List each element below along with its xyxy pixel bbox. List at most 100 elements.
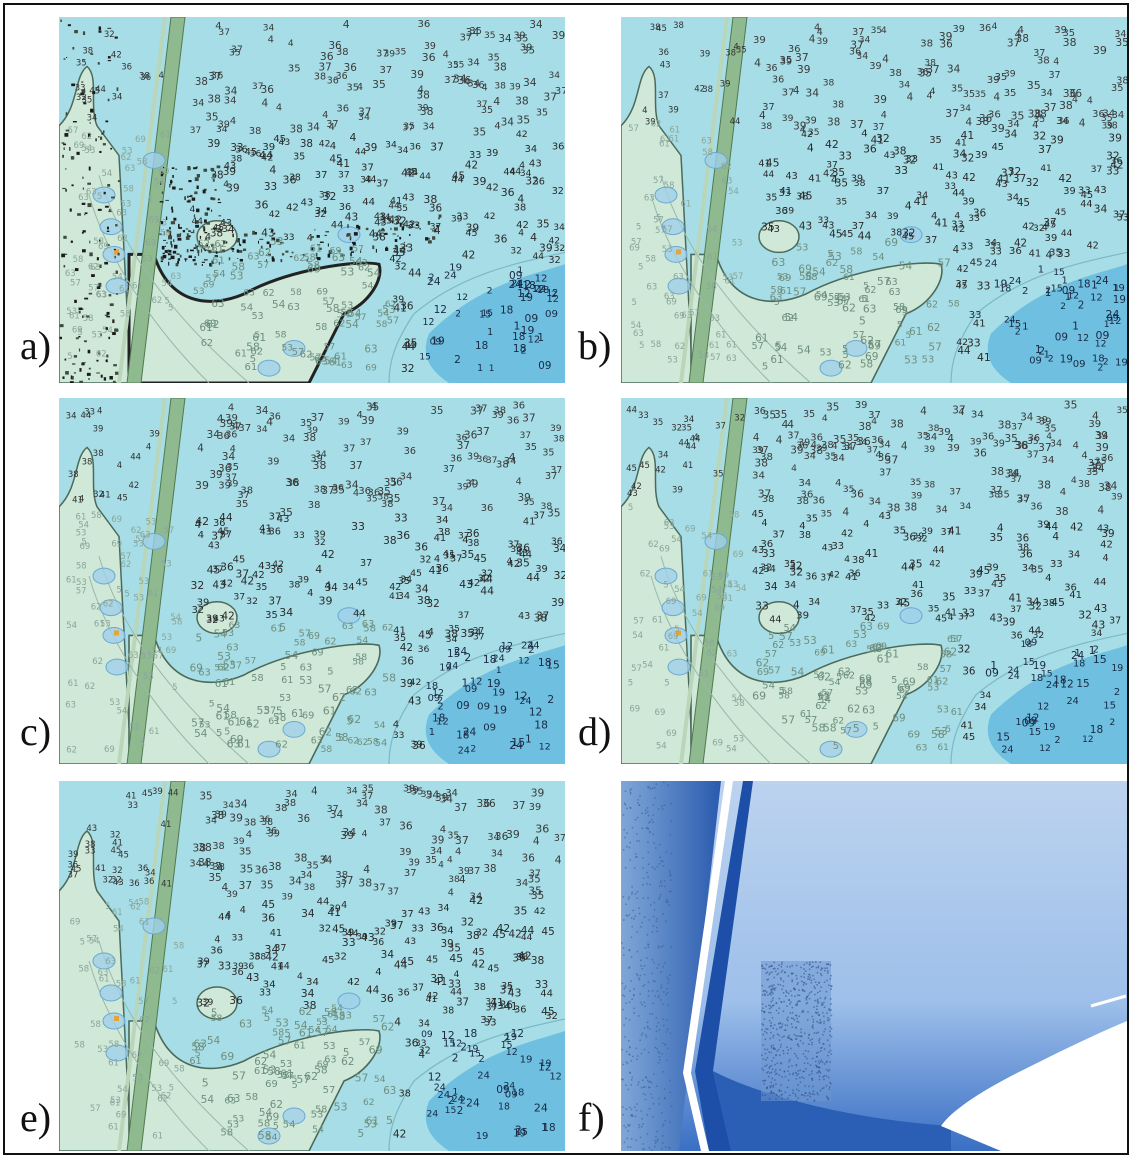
sounding-label: 5 bbox=[674, 624, 679, 634]
survey-speck bbox=[769, 1086, 772, 1089]
survey-speck bbox=[803, 968, 805, 970]
sounding-label: 63 bbox=[711, 572, 722, 582]
sounding-label: 34 bbox=[325, 582, 338, 594]
sounding-label: 42 bbox=[825, 138, 839, 151]
survey-speck bbox=[808, 997, 811, 1000]
survey-speck bbox=[798, 1000, 800, 1002]
survey-speck bbox=[624, 804, 627, 806]
survey-speck bbox=[651, 866, 654, 868]
survey-speck bbox=[787, 1037, 790, 1039]
survey-speck bbox=[772, 1027, 774, 1030]
sounding-label: 35 bbox=[501, 981, 513, 992]
survey-speck bbox=[780, 978, 782, 981]
survey-speck bbox=[631, 886, 633, 888]
noise-speck bbox=[185, 259, 187, 262]
survey-speck bbox=[794, 1093, 796, 1095]
sounding-label: 12 bbox=[1060, 679, 1073, 691]
noise-speck bbox=[193, 247, 196, 249]
sounding-label: 54 bbox=[308, 1025, 321, 1036]
sounding-label: 41 bbox=[683, 460, 694, 470]
noise-speck bbox=[165, 242, 168, 244]
survey-speck bbox=[811, 1043, 813, 1046]
noise-speck bbox=[204, 212, 209, 216]
sounding-label: 36 bbox=[1101, 453, 1113, 464]
noise-speck bbox=[77, 213, 81, 216]
sounding-label: 34 bbox=[346, 786, 358, 796]
sounding-label: 45 bbox=[207, 564, 221, 577]
sounding-label: 37 bbox=[327, 804, 339, 815]
survey-speck bbox=[670, 890, 672, 893]
sounding-label: 42 bbox=[507, 559, 520, 570]
sounding-label: 19 bbox=[504, 1032, 517, 1043]
sounding-label: 63 bbox=[646, 282, 657, 292]
sounding-label: 43 bbox=[260, 528, 272, 538]
sounding-label: 54 bbox=[896, 692, 908, 702]
sounding-label: 4 bbox=[1087, 96, 1093, 107]
sounding-label: 12 bbox=[1039, 744, 1051, 754]
survey-speck bbox=[657, 945, 660, 947]
sounding-label: 57 bbox=[793, 286, 806, 298]
survey-speck bbox=[830, 1009, 832, 1011]
sounding-label: 36 bbox=[400, 301, 413, 313]
sounding-label: 63 bbox=[243, 288, 255, 298]
sounding-label: 35 bbox=[1115, 37, 1127, 49]
survey-speck bbox=[628, 1039, 630, 1042]
sounding-label: 12 bbox=[1037, 701, 1049, 712]
sounding-label: 38 bbox=[319, 190, 331, 200]
noise-speck bbox=[62, 187, 66, 190]
sounding-label: 32 bbox=[671, 423, 682, 433]
sounding-label: 61 bbox=[130, 977, 141, 987]
survey-speck bbox=[791, 1065, 793, 1067]
sounding-label: 37 bbox=[430, 140, 444, 153]
survey-speck bbox=[638, 912, 641, 915]
sounding-label: 53 bbox=[161, 632, 172, 642]
sounding-label: 36 bbox=[788, 44, 800, 55]
survey-speck bbox=[629, 859, 632, 861]
sounding-label: 33 bbox=[351, 520, 365, 533]
sounding-label: 33 bbox=[293, 531, 305, 541]
sounding-label: 41 bbox=[933, 163, 944, 173]
survey-speck bbox=[824, 969, 826, 972]
sounding-label: 32 bbox=[554, 244, 565, 254]
survey-speck bbox=[666, 898, 668, 901]
survey-speck bbox=[786, 965, 789, 968]
sounding-label: 35 bbox=[395, 48, 407, 58]
sounding-label: 42 bbox=[828, 569, 840, 580]
sounding-label: 54 bbox=[331, 1004, 343, 1014]
buoy-marker bbox=[105, 658, 129, 676]
survey-speck bbox=[658, 994, 660, 997]
survey-speck bbox=[791, 979, 794, 981]
noise-speck bbox=[105, 327, 108, 331]
survey-speck bbox=[655, 1017, 658, 1019]
sounding-label: 41 bbox=[393, 302, 406, 314]
noise-speck bbox=[188, 180, 192, 183]
noise-speck bbox=[210, 167, 215, 171]
sounding-label: 37 bbox=[218, 28, 230, 38]
sounding-label: 32 bbox=[102, 876, 113, 886]
sounding-label: 41 bbox=[259, 524, 272, 535]
sounding-label: 39 bbox=[506, 828, 520, 841]
sounding-label: 38 bbox=[377, 493, 389, 503]
sounding-label: 62 bbox=[899, 685, 911, 696]
sounding-label: 24 bbox=[504, 1081, 516, 1091]
sounding-label: 12 bbox=[1067, 291, 1079, 301]
sounding-label: 4 bbox=[930, 86, 936, 97]
deep-water-area bbox=[425, 645, 565, 764]
sounding-label: 36 bbox=[1016, 532, 1029, 544]
survey-speck bbox=[663, 1088, 666, 1090]
noise-speck bbox=[163, 239, 167, 242]
survey-speck bbox=[623, 954, 625, 956]
survey-speck bbox=[647, 863, 650, 865]
survey-speck bbox=[818, 981, 821, 984]
sounding-label: 63 bbox=[300, 663, 313, 674]
sounding-label: 37 bbox=[473, 627, 485, 637]
sounding-label: 5 bbox=[116, 585, 121, 595]
sounding-label: 09 bbox=[1029, 356, 1042, 367]
sounding-label: 39 bbox=[969, 568, 982, 580]
sounding-label: 35 bbox=[514, 905, 528, 918]
noise-speck bbox=[97, 208, 102, 211]
sounding-label: 58 bbox=[268, 1066, 281, 1078]
sounding-label: 5 bbox=[638, 262, 643, 272]
sounding-label: 57 bbox=[120, 551, 131, 561]
sounding-label: 41 bbox=[961, 129, 975, 142]
